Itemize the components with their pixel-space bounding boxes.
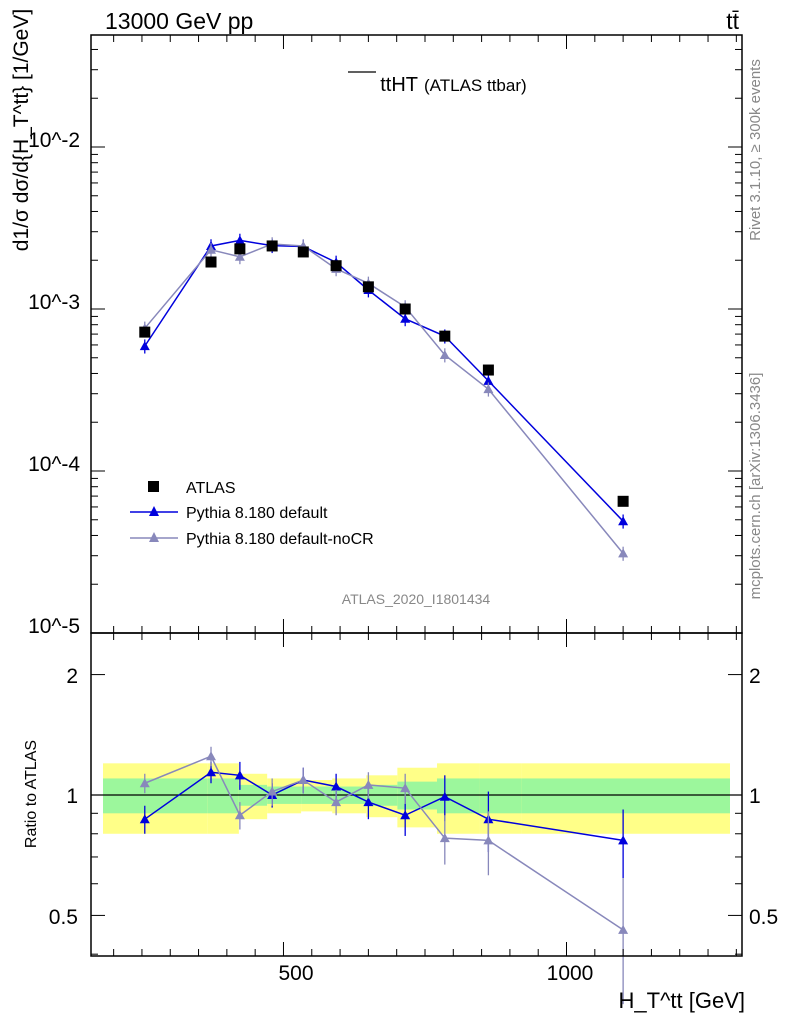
legend-default-label: Pythia 8.180 default <box>186 505 328 522</box>
x-tick-label: 1000 <box>547 962 594 985</box>
data-point <box>206 244 217 254</box>
band-inner <box>521 778 730 814</box>
band-inner <box>103 778 208 814</box>
ratio-tick-label-right: 2 <box>749 665 761 688</box>
data-point <box>439 350 450 360</box>
data-point <box>617 495 629 507</box>
ratio-point <box>331 781 342 791</box>
band-inner <box>479 778 522 814</box>
data-point <box>297 246 309 258</box>
ratio-point <box>139 778 150 788</box>
data-point <box>483 375 494 385</box>
legend: ATLAS Pythia 8.180 default Pythia 8.180 … <box>130 480 374 548</box>
data-point <box>330 260 342 272</box>
ratio-point <box>618 924 629 934</box>
data-point <box>618 516 629 526</box>
legend-nocr-label: Pythia 8.180 default-noCR <box>186 531 374 548</box>
analysis-id-label: ATLAS_2020_I1801434 <box>342 591 491 607</box>
legend-atlas-marker <box>148 481 159 492</box>
data-point <box>266 240 278 252</box>
y-tick-label: 10^-4 <box>28 453 80 476</box>
y-tick-label: 10^-5 <box>28 615 80 638</box>
ratio-point <box>400 783 411 793</box>
data-point <box>618 548 629 558</box>
ratio-point <box>618 835 629 845</box>
ratio-tick-label-right: 0.5 <box>749 906 778 929</box>
y-axis-title: d1/σ dσ/d{H_T^tt} [1/GeV] <box>10 9 33 251</box>
axis-ticks <box>91 35 742 956</box>
legend-default-marker <box>149 506 159 516</box>
uncertainty-bands <box>103 763 730 834</box>
ratio-tick-label: 1 <box>66 785 78 808</box>
rivet-version-label: Rivet 3.1.10, ≥ 300k events <box>747 59 764 241</box>
data-point <box>400 313 411 323</box>
ratio-point <box>363 797 374 807</box>
header-energy-label: 13000 GeV pp <box>105 8 253 34</box>
x-tick-labels: 500 1000 <box>278 962 593 985</box>
ratio-point <box>363 779 374 789</box>
mcplots-source-label: mcplots.cern.ch [arXiv:1306.3436] <box>747 373 764 600</box>
header-process-label: tt̄ <box>726 8 739 34</box>
ratio-point <box>483 835 494 845</box>
x-axis-title: H_T^tt [GeV] <box>619 988 745 1013</box>
series-layer <box>139 233 629 1005</box>
y-tick-label: 10^-3 <box>28 291 80 314</box>
ratio-axis-title: Ratio to ATLAS <box>23 740 40 848</box>
plot-subtitle: (ATLAS ttbar) <box>424 76 527 95</box>
data-point <box>439 330 451 342</box>
legend-atlas-label: ATLAS <box>186 480 236 497</box>
ratio-point <box>206 751 217 761</box>
ratio-point <box>139 814 150 824</box>
data-point <box>139 326 151 338</box>
ratio-point <box>234 810 245 820</box>
legend-nocr-marker <box>149 532 159 542</box>
data-point <box>234 235 245 245</box>
ratio-point <box>234 770 245 780</box>
ratio-point <box>400 810 411 820</box>
y-tick-labels: 10^-5 10^-4 10^-3 10^-2 <box>28 129 80 638</box>
data-point <box>139 341 150 351</box>
data-point <box>234 243 246 255</box>
ratio-point <box>206 767 217 777</box>
x-tick-label: 500 <box>278 962 313 985</box>
ratio-point <box>298 775 309 785</box>
ratio-tick-labels: 0.5 1 2 0.5 1 2 <box>49 665 778 929</box>
data-point <box>399 303 411 315</box>
data-point <box>205 256 217 268</box>
data-point <box>483 384 494 394</box>
y-tick-label: 10^-2 <box>28 129 80 152</box>
plot-title: ttHT <box>380 74 418 96</box>
ratio-tick-label: 0.5 <box>49 906 78 929</box>
ratio-point <box>439 791 450 801</box>
data-point <box>482 364 494 376</box>
ratio-tick-label-right: 1 <box>749 785 761 808</box>
data-point <box>362 281 374 293</box>
ratio-point <box>267 786 278 796</box>
data-point <box>234 251 245 261</box>
ratio-point <box>331 797 342 807</box>
ratio-tick-label: 2 <box>66 665 78 688</box>
ratio-point <box>439 833 450 843</box>
band-inner <box>207 778 239 814</box>
